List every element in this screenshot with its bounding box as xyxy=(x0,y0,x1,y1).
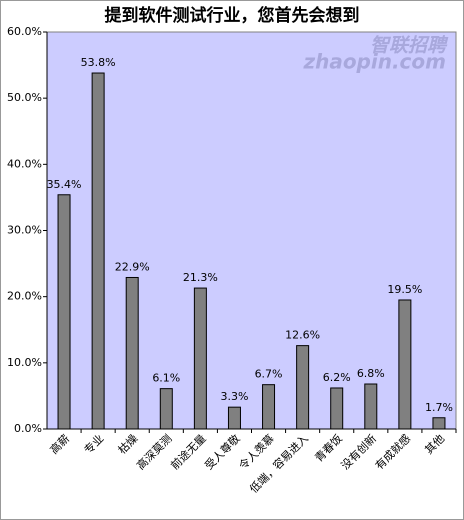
value-label: 6.7% xyxy=(255,368,283,381)
bar xyxy=(193,287,207,430)
value-label: 1.7% xyxy=(425,401,453,414)
y-tick-label: 0.0% xyxy=(14,422,42,435)
bar xyxy=(330,387,344,430)
bar xyxy=(227,406,241,430)
watermark: zhaopin.com xyxy=(302,50,446,74)
value-label: 6.8% xyxy=(357,367,385,380)
watermark: 智联招聘 xyxy=(370,35,449,57)
value-label: 53.8% xyxy=(81,56,116,69)
value-label: 21.3% xyxy=(183,271,218,284)
y-tick-label: 30.0% xyxy=(7,224,42,237)
value-label: 6.2% xyxy=(323,371,351,384)
value-label: 3.3% xyxy=(220,390,248,403)
bar xyxy=(398,299,412,430)
bar xyxy=(159,388,173,430)
bar xyxy=(432,417,446,430)
value-label: 19.5% xyxy=(387,283,422,296)
bar xyxy=(364,383,378,430)
y-tick-label: 40.0% xyxy=(7,157,42,170)
y-tick-label: 10.0% xyxy=(7,356,42,369)
chart-title: 提到软件测试行业，您首先会想到 xyxy=(105,5,360,26)
bar xyxy=(57,194,71,430)
bar xyxy=(262,384,276,430)
value-label: 6.1% xyxy=(152,372,180,385)
value-label: 35.4% xyxy=(47,178,82,191)
value-label: 12.6% xyxy=(285,329,320,342)
y-tick-label: 20.0% xyxy=(7,290,42,303)
y-tick-label: 50.0% xyxy=(7,91,42,104)
y-tick-label: 60.0% xyxy=(7,25,42,38)
bar xyxy=(296,345,310,430)
value-label: 22.9% xyxy=(115,260,150,273)
bar xyxy=(125,276,139,430)
plot-area xyxy=(46,31,457,430)
bar xyxy=(91,72,105,430)
